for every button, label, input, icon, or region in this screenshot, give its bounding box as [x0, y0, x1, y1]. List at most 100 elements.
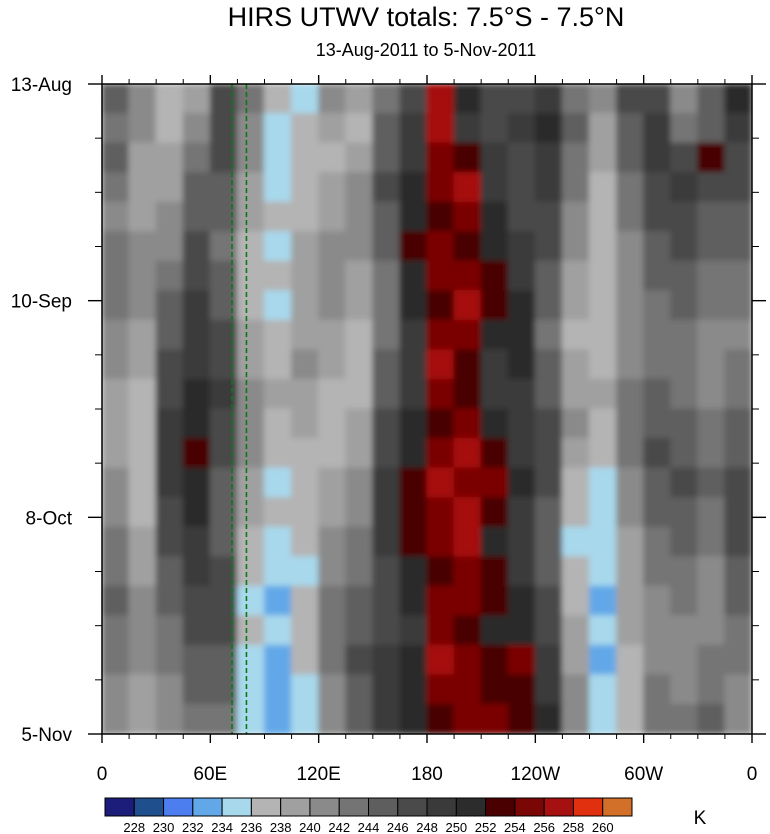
field-cell [507, 290, 536, 321]
field-cell [453, 674, 482, 705]
field-cell [589, 231, 618, 262]
field-cell [372, 84, 401, 115]
field-cell [507, 467, 536, 499]
field-cell [724, 556, 752, 587]
field-cell [318, 231, 347, 262]
field-cell [291, 84, 320, 115]
field-cell [616, 113, 645, 144]
field-cell [291, 585, 320, 617]
field-cell [182, 172, 211, 203]
field-cell [291, 290, 320, 321]
field-cell [372, 349, 401, 380]
contour-field [102, 84, 752, 734]
field-cell [372, 290, 401, 321]
field-cell [534, 84, 563, 115]
y-tick-label: 8-Oct [26, 508, 73, 529]
field-cell [534, 172, 563, 203]
field-cell [291, 615, 320, 646]
field-cell [453, 84, 482, 115]
field-cell [534, 319, 563, 351]
field-cell [697, 113, 726, 144]
field-cell [724, 378, 752, 410]
field-cell [291, 142, 320, 174]
field-cell [670, 201, 699, 233]
field-cell [318, 113, 347, 144]
field-cell [345, 703, 374, 734]
field-cell [480, 644, 509, 676]
field-cell [426, 231, 455, 262]
field-cell [616, 408, 645, 440]
field-cell [399, 142, 428, 174]
field-cell [209, 142, 238, 174]
field-cell [426, 408, 455, 440]
colorbar-label: 230 [153, 820, 175, 834]
field-cell [209, 438, 238, 469]
field-cell [291, 113, 320, 144]
field-cell [480, 408, 509, 440]
field-cell [453, 408, 482, 440]
field-cell [345, 172, 374, 203]
field-cell [426, 644, 455, 676]
field-cell [209, 703, 238, 734]
y-tick-label: 10-Sep [11, 292, 72, 313]
colorbar-label: 246 [387, 820, 409, 834]
field-cell [128, 408, 157, 440]
field-cell [182, 556, 211, 587]
field-cell [453, 438, 482, 469]
field-cell [291, 260, 320, 292]
field-cell [264, 260, 293, 292]
field-cell [128, 615, 157, 646]
field-cell [643, 526, 672, 558]
field-cell [182, 703, 211, 734]
field-cell [399, 467, 428, 499]
field-cell [155, 231, 184, 262]
field-cell [426, 467, 455, 499]
field-cell [480, 674, 509, 705]
colorbar-label: 238 [270, 820, 292, 834]
field-cell [155, 290, 184, 321]
colorbar-box [280, 797, 311, 817]
field-cell [534, 556, 563, 587]
field-cell [128, 644, 157, 676]
field-cell [670, 703, 699, 734]
field-cell [643, 142, 672, 174]
field-cell [561, 497, 590, 528]
field-cell [616, 231, 645, 262]
field-cell [589, 585, 618, 617]
field-cell [724, 172, 752, 203]
field-cell [318, 703, 347, 734]
field-cell [589, 674, 618, 705]
field-cell [453, 113, 482, 144]
field-cell [643, 231, 672, 262]
field-cell [616, 674, 645, 705]
field-cell [480, 556, 509, 587]
field-cell [236, 497, 265, 528]
field-cell [561, 231, 590, 262]
field-cell [372, 113, 401, 144]
field-cell [236, 674, 265, 705]
field-cell [616, 290, 645, 321]
field-cell [155, 142, 184, 174]
field-cell [236, 615, 265, 646]
field-cell [453, 526, 482, 558]
field-cell [616, 467, 645, 499]
field-cell [453, 497, 482, 528]
field-cell [670, 467, 699, 499]
field-cell [453, 556, 482, 587]
field-cell [724, 526, 752, 558]
field-cell [345, 378, 374, 410]
field-cell [616, 84, 645, 115]
field-cell [480, 142, 509, 174]
colorbar-label: 252 [475, 820, 497, 834]
colorbar-box [163, 797, 194, 817]
colorbar-box [602, 797, 633, 817]
field-cell [616, 260, 645, 292]
colorbar-label: 258 [563, 820, 585, 834]
field-cell [616, 497, 645, 528]
field-cell [453, 231, 482, 262]
field-cell [155, 260, 184, 292]
field-cell [561, 644, 590, 676]
field-cell [453, 378, 482, 410]
field-cell [697, 615, 726, 646]
